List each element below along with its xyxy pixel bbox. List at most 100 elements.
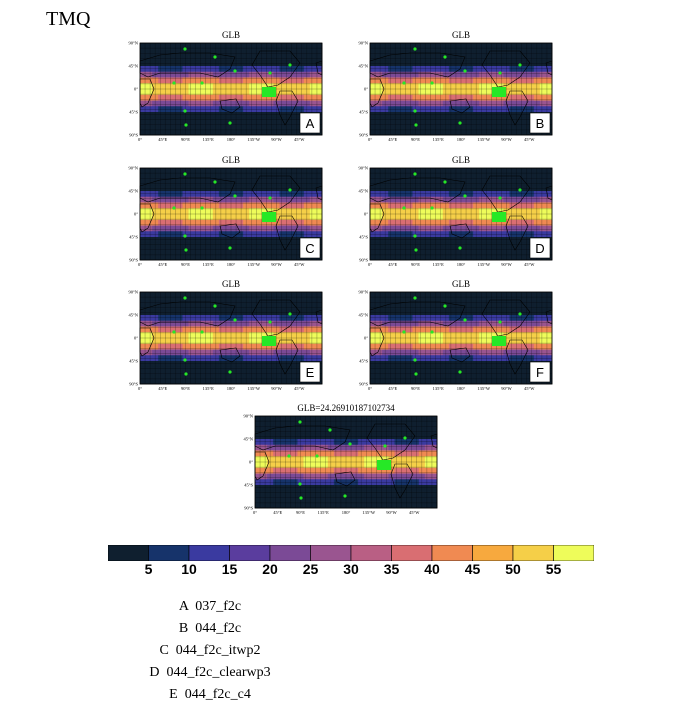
map-cell <box>467 361 474 368</box>
map-cell <box>303 77 311 84</box>
map-cell <box>394 100 401 107</box>
map-cell <box>237 48 244 55</box>
map-cell <box>370 43 377 50</box>
map-cell <box>267 416 274 423</box>
map-cell <box>497 123 504 130</box>
map-cell <box>224 303 232 310</box>
map-cell <box>243 225 250 232</box>
map-cell <box>164 361 171 368</box>
map-cell <box>291 496 298 503</box>
map-cell <box>509 292 516 299</box>
map-cell <box>291 421 298 428</box>
map-cell <box>485 129 492 136</box>
map-cell <box>479 202 486 209</box>
map-cell <box>303 54 311 61</box>
map-cell <box>418 237 425 244</box>
map-cell <box>182 123 189 130</box>
map-cell <box>479 378 486 385</box>
map-cell <box>388 219 395 226</box>
map-cell <box>382 366 389 373</box>
map-cell <box>388 490 395 497</box>
map-cell <box>515 129 523 136</box>
map-cell <box>424 208 432 215</box>
map-cell <box>309 416 317 423</box>
map-cell <box>285 372 293 379</box>
map-cell <box>279 173 286 180</box>
map-cell <box>454 168 462 175</box>
map-cell <box>497 366 504 373</box>
map-cell <box>382 208 389 215</box>
map-cell <box>533 297 541 304</box>
map-cell <box>388 242 395 249</box>
map-cell <box>448 83 456 90</box>
map-cell <box>400 467 408 474</box>
map-cell <box>224 71 232 78</box>
map-cell <box>358 444 365 451</box>
lat-tick-label: 90°S <box>129 382 138 387</box>
map-cell <box>176 94 183 101</box>
map-cell <box>279 343 286 350</box>
map-cell <box>261 372 268 379</box>
map-cell <box>309 208 317 215</box>
map-cell <box>194 343 202 350</box>
map-cell <box>182 343 189 350</box>
map-cell <box>224 248 232 255</box>
map-cell <box>261 100 268 107</box>
map-cell <box>479 366 486 373</box>
map-cell <box>388 297 395 304</box>
map-cell <box>430 366 438 373</box>
map-cell <box>461 83 468 90</box>
map-cell <box>418 320 425 327</box>
map-cell <box>170 117 177 124</box>
map-cell <box>182 326 189 333</box>
map-cell <box>309 320 317 327</box>
map-cell <box>485 89 492 96</box>
map-cell <box>461 219 468 226</box>
map-cell <box>315 219 323 226</box>
map-cell <box>400 416 408 423</box>
map-cell <box>430 214 438 221</box>
lon-tick-label: 135°E <box>203 262 215 267</box>
map-cell <box>339 485 347 492</box>
coastline <box>390 463 414 499</box>
map-cell <box>436 196 444 203</box>
map-cell <box>255 83 262 90</box>
map-cell <box>152 100 159 107</box>
map-cell <box>454 219 462 226</box>
lat-tick-label: 45°N <box>128 189 138 194</box>
map-cell <box>436 117 444 124</box>
map-cell <box>206 378 214 385</box>
map-cell <box>545 89 553 96</box>
map-cell <box>273 378 280 385</box>
map-cell <box>454 208 462 215</box>
map-cell <box>249 214 256 221</box>
map-cell <box>382 450 389 457</box>
map-cell <box>521 71 529 78</box>
map-cell <box>218 219 226 226</box>
map-cell <box>473 237 480 244</box>
map-cell <box>454 225 462 232</box>
map-cell <box>412 112 419 119</box>
map-cell <box>255 89 262 96</box>
map-cell <box>533 332 541 339</box>
map-cell <box>291 444 298 451</box>
map-cell <box>279 421 286 428</box>
map-cell <box>467 54 474 61</box>
map-cell <box>346 450 353 457</box>
map-cell <box>352 427 359 434</box>
map-cell <box>539 173 547 180</box>
map-cell <box>273 502 280 509</box>
map-cell <box>418 77 425 84</box>
map-cell <box>461 378 468 385</box>
map-cell <box>461 123 468 130</box>
map-cell <box>497 361 504 368</box>
lon-tick-label: 45°E <box>158 262 167 267</box>
map-cell <box>206 349 214 356</box>
map-cell <box>509 94 516 101</box>
map-cell <box>267 77 274 84</box>
map-cell <box>527 303 535 310</box>
map-cell <box>267 450 274 457</box>
map-cell <box>231 117 238 124</box>
map-cell <box>267 237 274 244</box>
map-cell <box>424 237 432 244</box>
